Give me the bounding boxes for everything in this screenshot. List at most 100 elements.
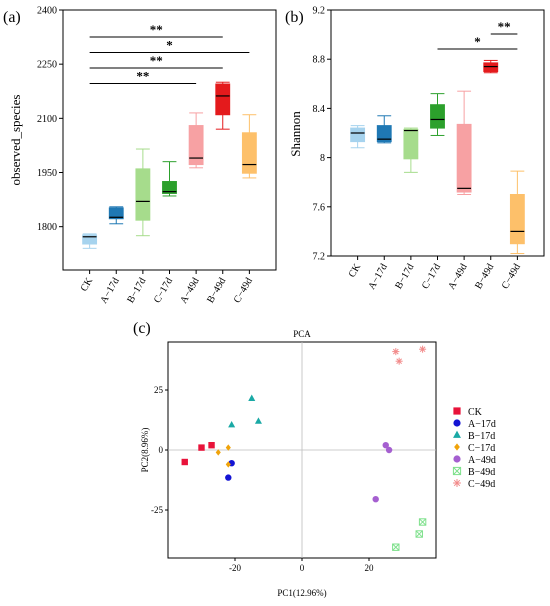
significance-label: ** bbox=[136, 69, 149, 84]
panel-c-title: PCA bbox=[293, 329, 311, 339]
significance-label: ** bbox=[498, 19, 511, 34]
significance-label: ** bbox=[150, 22, 163, 37]
point-asterisk-stroke bbox=[392, 348, 399, 355]
point-diamond bbox=[225, 444, 231, 451]
point-box-x-stroke bbox=[453, 467, 461, 475]
box-4 bbox=[430, 93, 445, 136]
x-tick-label: -20 bbox=[229, 563, 241, 573]
point-box-x bbox=[418, 518, 427, 526]
legend-label: A−49d bbox=[468, 455, 496, 466]
point-box-x-frame bbox=[392, 543, 400, 551]
point-square bbox=[198, 444, 205, 451]
box-body bbox=[376, 125, 392, 143]
x-tick-label: B−49d bbox=[473, 262, 496, 291]
point-asterisk-stroke bbox=[396, 358, 402, 365]
panel-c-zero-lines bbox=[168, 342, 436, 558]
x-tick-label: A−49d bbox=[446, 262, 469, 292]
box-2 bbox=[376, 115, 392, 144]
x-tick-label: CK bbox=[347, 261, 364, 279]
y-tick-label: 25 bbox=[154, 385, 164, 395]
box-body bbox=[215, 83, 231, 116]
x-tick-label: B−17d bbox=[125, 276, 148, 305]
panel-a-x-ticks: CK A−17d B−17d C−17d A−49d B−49d C−49d bbox=[79, 270, 255, 306]
point-asterisk bbox=[392, 348, 400, 356]
y-tick-label: 0 bbox=[159, 445, 164, 455]
box-body bbox=[108, 207, 124, 220]
x-tick-label: 20 bbox=[365, 563, 375, 573]
point-circle bbox=[382, 442, 389, 449]
panel-c-pca: (c) PCA PC1(12.96%) PC2(8.96%) -20 0 20 -25… bbox=[133, 320, 496, 598]
box-body bbox=[162, 181, 177, 194]
panel-b-x-ticks: CK A−17d B−17d C−17d A−49d B−49d C−49d bbox=[347, 256, 523, 292]
y-tick-label: 1950 bbox=[37, 168, 57, 179]
series-5 bbox=[372, 442, 393, 503]
point-diamond bbox=[215, 449, 221, 456]
legend-item: C−17d bbox=[454, 443, 495, 454]
point-box-x bbox=[452, 466, 462, 476]
point-triangle bbox=[228, 420, 236, 428]
panel-c-x-axis-label: PC1(12.96%) bbox=[277, 588, 326, 598]
point-asterisk bbox=[453, 479, 461, 487]
point-box-x-stroke bbox=[419, 518, 427, 526]
panel-b-label: (b) bbox=[285, 9, 304, 26]
x-tick-label: 0 bbox=[300, 563, 305, 573]
panel-a-y-axis-label: observed_species bbox=[8, 95, 23, 186]
series-4 bbox=[215, 444, 231, 468]
legend-item: B−17d bbox=[453, 430, 495, 442]
box-7 bbox=[241, 114, 257, 179]
significance-label: ** bbox=[150, 53, 163, 68]
box-body bbox=[82, 234, 98, 245]
point-box-x bbox=[392, 543, 400, 551]
series-6 bbox=[392, 518, 427, 551]
box-body bbox=[350, 127, 366, 143]
box-2 bbox=[108, 206, 124, 225]
box-body bbox=[509, 194, 525, 245]
point-triangle bbox=[453, 430, 461, 438]
point-circle bbox=[372, 496, 379, 503]
point-square bbox=[181, 458, 188, 466]
point-square bbox=[208, 442, 215, 449]
legend-label: A−17d bbox=[468, 419, 496, 430]
point-box-x-stroke bbox=[415, 530, 423, 538]
series-1 bbox=[181, 442, 215, 466]
box-body bbox=[241, 132, 257, 174]
panel-b-y-ticks: 7.2 7.6 8 8.4 8.8 9.2 bbox=[313, 6, 331, 263]
x-tick-label: A−17d bbox=[366, 262, 389, 292]
y-tick-label: 8.4 bbox=[313, 104, 326, 115]
point-diamond bbox=[454, 443, 460, 451]
point-asterisk bbox=[395, 357, 403, 365]
box-6 bbox=[215, 81, 231, 130]
panel-a-boxplot: (a) observed_species 1800 1950 2100 2250 240… bbox=[3, 6, 277, 306]
panel-c-label: (c) bbox=[133, 320, 151, 337]
legend-label: B−17d bbox=[468, 431, 495, 442]
panel-a-y-ticks: 1800 1950 2100 2250 2400 bbox=[37, 6, 63, 233]
point-asterisk bbox=[419, 345, 427, 353]
point-circle bbox=[385, 446, 393, 454]
box-5 bbox=[188, 112, 204, 169]
panel-a-label: (a) bbox=[3, 9, 21, 26]
y-tick-label: 2100 bbox=[37, 114, 57, 125]
box-body bbox=[456, 123, 472, 193]
y-tick-label: 1800 bbox=[37, 222, 57, 233]
y-tick-label: 8.8 bbox=[313, 55, 326, 66]
x-tick-label: A−49d bbox=[178, 276, 201, 306]
series-7 bbox=[392, 345, 427, 365]
panel-a-boxes bbox=[82, 81, 257, 249]
y-tick-label: -25 bbox=[151, 505, 163, 515]
point-asterisk-stroke bbox=[453, 479, 461, 487]
y-tick-label: 8 bbox=[320, 153, 325, 164]
x-tick-label: C−49d bbox=[500, 262, 523, 291]
legend-item: CK bbox=[453, 407, 483, 418]
panel-b-boxplot: (b) Shannon 7.2 7.6 8 8.4 8.8 9.2 CK A−17d B−17… bbox=[285, 6, 545, 292]
point-box-x-stroke bbox=[392, 543, 400, 551]
box-3 bbox=[403, 127, 419, 173]
panel-c-y-axis-label: PC2(8.96%) bbox=[140, 428, 150, 473]
legend-label: CK bbox=[468, 407, 483, 418]
point-circle bbox=[453, 455, 461, 463]
point-square bbox=[453, 407, 461, 415]
significance-label: * bbox=[474, 34, 481, 49]
legend-item: C−49d bbox=[453, 479, 495, 490]
x-tick-label: C−49d bbox=[232, 276, 255, 305]
point-circle bbox=[453, 419, 461, 427]
